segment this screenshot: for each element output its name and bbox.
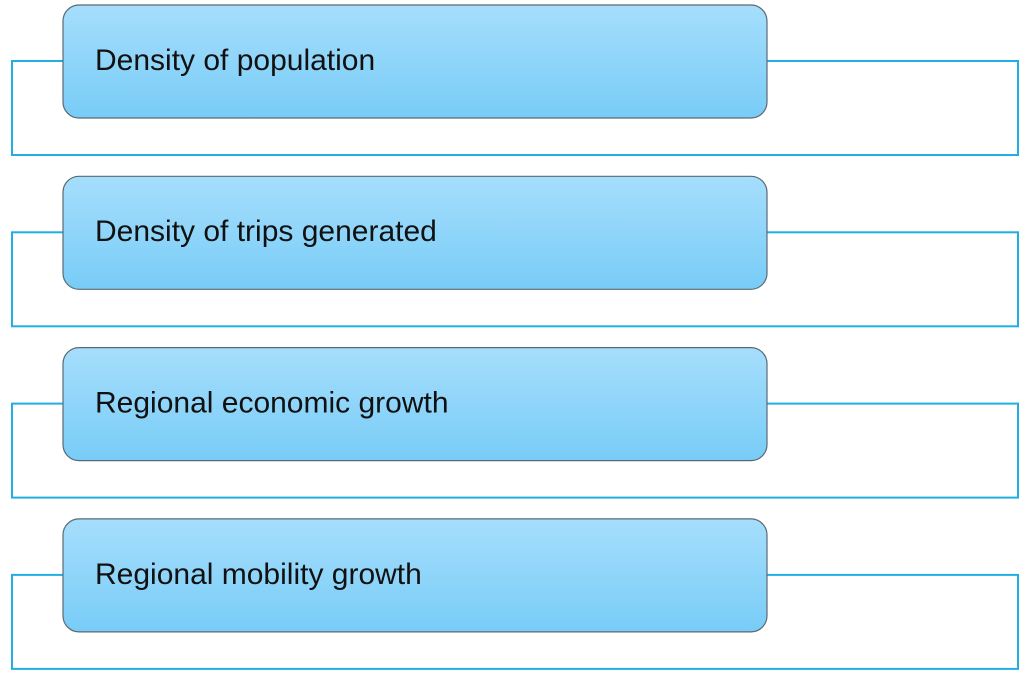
item-box (62, 518, 768, 633)
list-item: Regional mobility growth (11, 518, 1019, 670)
item-box (62, 347, 768, 462)
item-label: Density of population (95, 44, 375, 77)
list-item: Density of population (11, 4, 1019, 156)
item-list: Density of population Density of trips ge… (11, 4, 1019, 670)
list-item: Regional economic growth (11, 347, 1019, 499)
item-label: Regional mobility growth (95, 558, 422, 591)
item-box (62, 175, 768, 290)
list-item: Density of trips generated (11, 175, 1019, 328)
item-label: Density of trips generated (95, 215, 437, 248)
item-label: Regional economic growth (95, 387, 449, 420)
item-box (62, 4, 768, 119)
